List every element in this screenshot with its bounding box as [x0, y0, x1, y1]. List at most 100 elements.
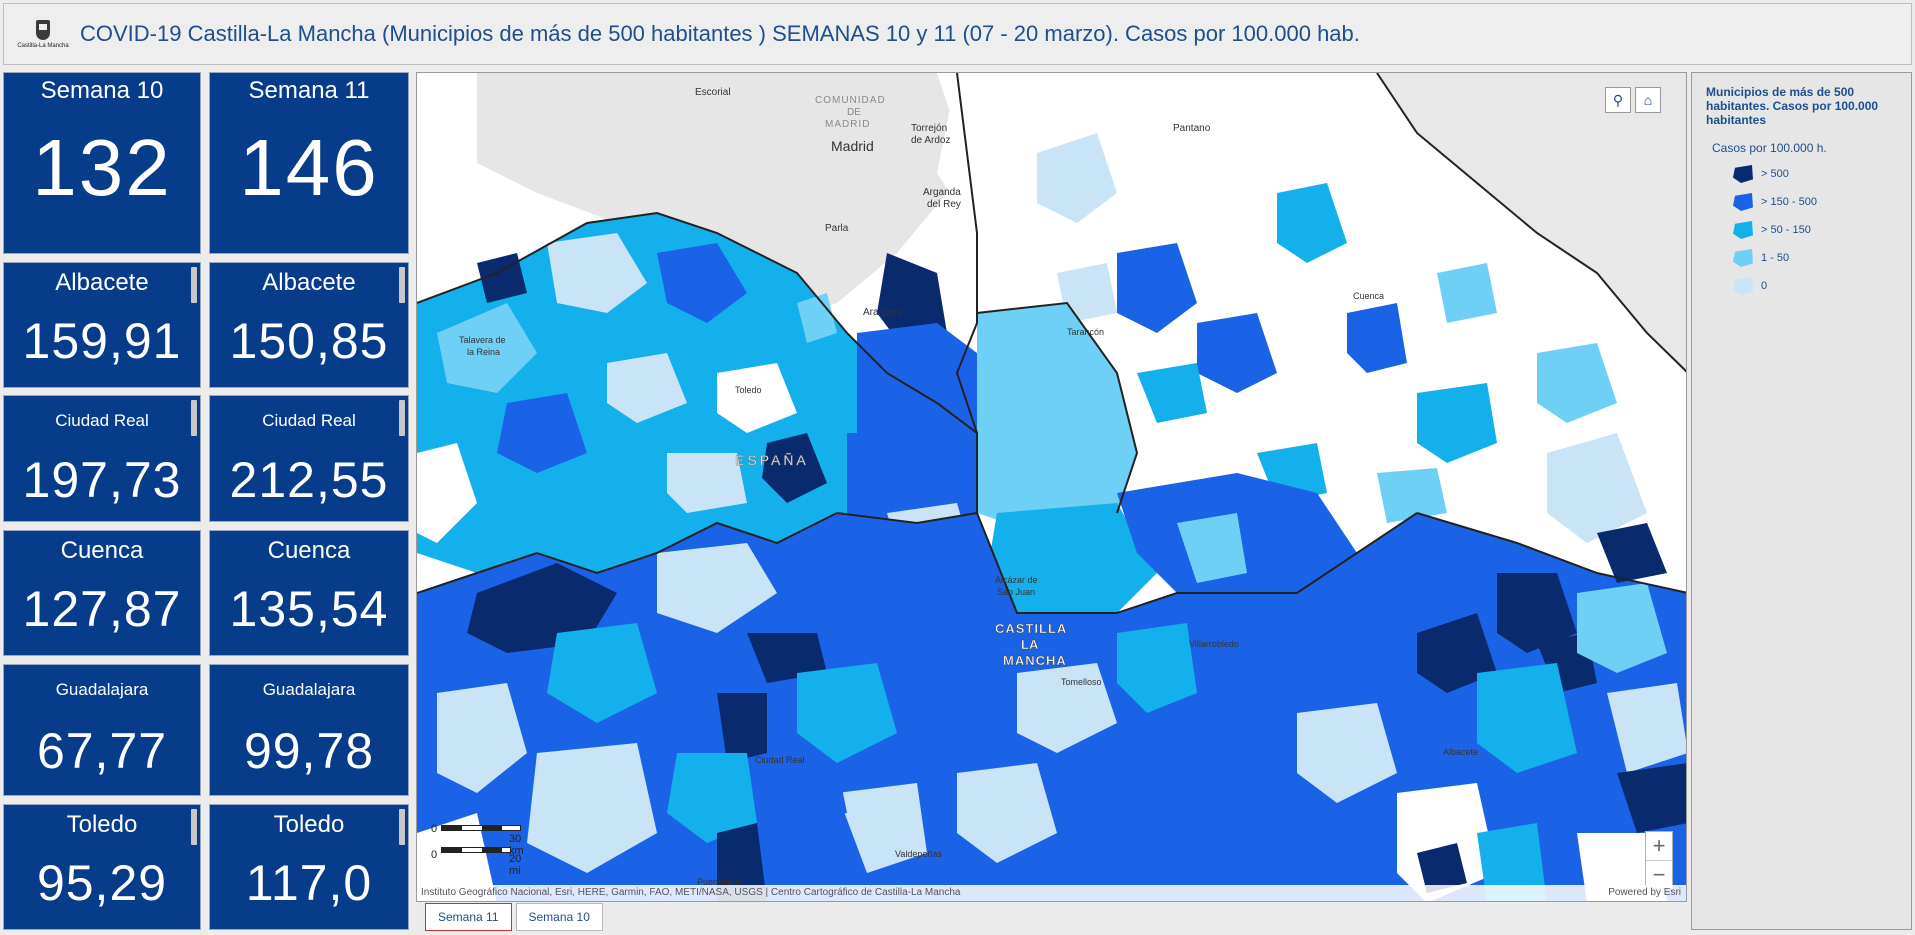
tile-cuenca-10: Cuenca 127,87 — [3, 530, 201, 656]
tile-albacete-11[interactable]: Albacete 150,85 — [209, 262, 409, 388]
legend-item: 0 — [1733, 277, 1897, 295]
week-tabs: Semana 11 Semana 10 — [425, 903, 603, 931]
search-icon: ⚲ — [1612, 91, 1624, 108]
home-icon: ⌂ — [1643, 92, 1653, 108]
tile-value: 212,55 — [229, 452, 389, 508]
legend-swatch — [1733, 221, 1753, 239]
tile-label: Cuenca — [60, 537, 144, 564]
scale-bar-mi — [441, 847, 511, 853]
scrollbar-thumb[interactable] — [191, 809, 197, 845]
svg-text:Alcázar de: Alcázar de — [995, 575, 1038, 585]
map-attribution: Instituto Geográfico Nacional, Esri, HER… — [417, 885, 1686, 901]
svg-text:CASTILLA: CASTILLA — [995, 621, 1067, 636]
powered-by-esri[interactable]: Powered by Esri — [1608, 887, 1681, 898]
svg-text:Albacete: Albacete — [1443, 747, 1478, 757]
legend-label: > 150 - 500 — [1761, 196, 1817, 208]
municipality-polygons[interactable] — [417, 73, 1687, 902]
jccm-logo: Castilla-La Mancha — [16, 11, 70, 57]
tile-cuenca-11: Cuenca 135,54 — [209, 530, 409, 656]
zoom-in-button[interactable]: + — [1652, 833, 1666, 858]
tile-label: Guadalajara — [262, 680, 356, 699]
home-button[interactable]: ⌂ — [1635, 87, 1661, 113]
logo-text: Castilla-La Mancha — [17, 42, 69, 49]
svg-text:Villarrobledo: Villarrobledo — [1189, 639, 1239, 649]
tile-guadalajara-11: Guadalajara 99,78 — [209, 664, 409, 796]
tab-semana-10[interactable]: Semana 10 — [515, 903, 603, 931]
svg-text:ESPAÑA: ESPAÑA — [735, 452, 809, 468]
tile-value: 95,29 — [36, 855, 168, 911]
tile-value: 135,54 — [229, 581, 389, 637]
scrollbar-thumb[interactable] — [399, 400, 405, 436]
svg-text:Madrid: Madrid — [831, 138, 874, 154]
tile-ciudad-real-10[interactable]: Ciudad Real 197,73 — [3, 395, 201, 522]
svg-text:DE: DE — [847, 107, 861, 118]
svg-text:Parla: Parla — [825, 223, 849, 234]
svg-text:Aranjuez: Aranjuez — [863, 307, 902, 318]
tile-value: 67,77 — [36, 723, 168, 779]
tile-label: Ciudad Real — [55, 411, 149, 430]
crest-icon — [36, 19, 50, 40]
tile-toledo-11[interactable]: Toledo 117,0 — [209, 804, 409, 930]
svg-text:Cuenca: Cuenca — [1353, 291, 1384, 301]
map-labels: Escorial COMUNIDAD DE MADRID Madrid Torr… — [459, 87, 1478, 887]
tile-value: 159,91 — [22, 313, 182, 369]
svg-text:Tomelloso: Tomelloso — [1061, 677, 1102, 687]
svg-text:del Rey: del Rey — [927, 199, 961, 210]
svg-text:de Ardoz: de Ardoz — [911, 135, 950, 146]
svg-text:San Juan: San Juan — [997, 587, 1035, 597]
legend-label: > 50 - 150 — [1761, 224, 1811, 236]
scale-bar-km — [441, 825, 521, 831]
tile-value: 197,73 — [22, 452, 182, 508]
svg-text:Torrejón: Torrejón — [911, 123, 947, 134]
tile-value: 150,85 — [229, 313, 389, 369]
svg-text:Escorial: Escorial — [695, 87, 731, 98]
legend-item: > 500 — [1733, 165, 1897, 183]
scale-mi-label: 20 mi — [509, 853, 522, 877]
scale-km-label: 30 km — [509, 833, 524, 857]
map-view[interactable]: Escorial COMUNIDAD DE MADRID Madrid Torr… — [416, 72, 1687, 902]
svg-text:Arganda: Arganda — [923, 187, 961, 198]
scrollbar-thumb[interactable] — [191, 400, 197, 436]
search-button[interactable]: ⚲ — [1605, 87, 1631, 113]
tile-value: 117,0 — [245, 855, 373, 911]
tile-value: 127,87 — [22, 581, 182, 637]
legend-label: > 500 — [1761, 168, 1789, 180]
svg-text:Tarancón: Tarancón — [1067, 327, 1104, 337]
scrollbar-thumb[interactable] — [399, 267, 405, 303]
attribution-text: Instituto Geográfico Nacional, Esri, HER… — [421, 887, 961, 898]
tile-toledo-10[interactable]: Toledo 95,29 — [3, 804, 201, 930]
scale-bar: 0 30 km 0 20 mi — [431, 821, 535, 877]
tile-label: Guadalajara — [55, 680, 149, 699]
tile-semana-11: Semana 11 146 — [209, 72, 409, 254]
legend-label: 1 - 50 — [1761, 252, 1790, 264]
svg-text:Toledo: Toledo — [735, 385, 762, 395]
legend-panel: Municipios de más de 500 habitantes. Cas… — [1691, 72, 1912, 930]
zoom-control: + − — [1645, 831, 1673, 889]
svg-text:MADRID: MADRID — [825, 119, 870, 130]
svg-text:Talavera de: Talavera de — [459, 335, 506, 345]
scrollbar-thumb[interactable] — [191, 267, 197, 303]
svg-text:LA: LA — [1021, 637, 1039, 652]
tile-value: 132 — [32, 123, 172, 212]
tile-ciudad-real-11[interactable]: Ciudad Real 212,55 — [209, 395, 409, 522]
tab-semana-11[interactable]: Semana 11 — [425, 903, 512, 931]
tile-label: Ciudad Real — [262, 411, 356, 430]
legend-swatch — [1733, 193, 1753, 211]
scale-zero-km: 0 — [431, 823, 438, 835]
tile-label: Albacete — [55, 269, 149, 296]
legend-label: 0 — [1761, 280, 1768, 292]
svg-text:Ciudad Real: Ciudad Real — [755, 755, 805, 765]
choropleth-map[interactable]: Escorial COMUNIDAD DE MADRID Madrid Torr… — [417, 73, 1687, 902]
tile-label: Albacete — [262, 269, 356, 296]
svg-text:Puertollano: Puertollano — [697, 877, 743, 887]
tile-albacete-10[interactable]: Albacete 159,91 — [3, 262, 201, 388]
legend-title: Municipios de más de 500 habitantes. Cas… — [1706, 85, 1879, 127]
legend-subtitle: Casos por 100.000 h. — [1712, 141, 1827, 155]
tile-guadalajara-10: Guadalajara 67,77 — [3, 664, 201, 796]
scrollbar-thumb[interactable] — [399, 809, 405, 845]
legend-swatch — [1733, 277, 1753, 295]
legend-item: > 150 - 500 — [1733, 193, 1897, 211]
legend-item: > 50 - 150 — [1733, 221, 1897, 239]
svg-text:Pantano: Pantano — [1173, 123, 1211, 134]
zoom-out-button[interactable]: − — [1646, 860, 1672, 888]
